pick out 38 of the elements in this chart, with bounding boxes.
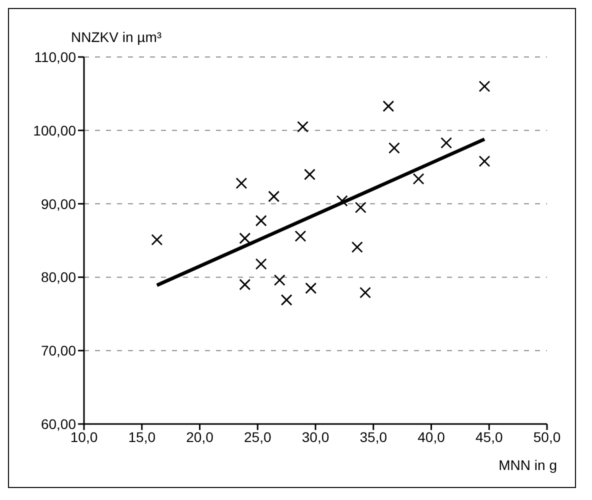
point — [280, 294, 292, 306]
point — [382, 100, 394, 112]
x-tick-label: 30,0 — [302, 428, 330, 445]
point — [304, 168, 316, 180]
x-tick-label: 20,0 — [186, 428, 214, 445]
point — [478, 80, 490, 92]
point — [297, 120, 309, 132]
y-axis-title: NNZKV in µm³ — [71, 29, 162, 45]
point — [305, 282, 317, 294]
point — [236, 178, 248, 189]
point — [239, 232, 251, 244]
x-tick-label: 50,0 — [533, 428, 561, 445]
point — [478, 155, 490, 167]
point — [151, 234, 163, 246]
y-tick-label: 70,00 — [40, 342, 76, 359]
point — [336, 195, 348, 207]
point — [388, 142, 400, 154]
point — [440, 137, 452, 149]
x-tick-label: 15,0 — [128, 428, 156, 445]
point — [354, 202, 366, 214]
x-tick-label: 40,0 — [418, 428, 446, 445]
point — [239, 278, 251, 290]
point — [412, 173, 424, 185]
point — [351, 241, 363, 253]
y-tick-label: 80,00 — [40, 269, 76, 286]
y-tick-label: 90,00 — [40, 196, 76, 212]
x-tick-label: 45,0 — [476, 428, 503, 445]
y-tick-label: 100,00 — [33, 122, 76, 138]
x-tick-label: 35,0 — [360, 428, 388, 445]
point — [360, 286, 372, 298]
point — [255, 214, 267, 226]
point — [274, 274, 286, 286]
y-tick-label: 110,00 — [34, 48, 76, 65]
x-tick-label: 25,0 — [244, 428, 272, 445]
point — [268, 190, 280, 202]
x-axis-title: MNN in g — [498, 457, 557, 473]
point — [294, 230, 306, 242]
point — [255, 258, 267, 270]
